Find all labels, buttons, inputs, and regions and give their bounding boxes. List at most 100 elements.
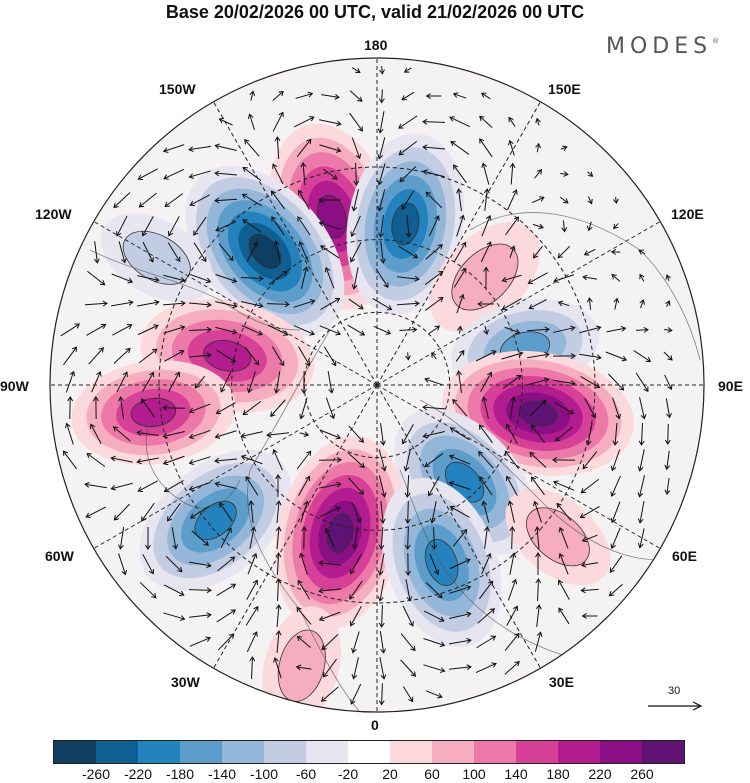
- wind-vector-345: [501, 274, 522, 283]
- wind-vector-179: [319, 119, 342, 127]
- wind-vector-101: [214, 457, 238, 464]
- wind-vector-341: [509, 162, 516, 185]
- wind-vector-197: [318, 587, 341, 594]
- wind-vector-431: [610, 501, 621, 524]
- wind-vector-120: [246, 371, 256, 394]
- wind-vector-428: [612, 422, 619, 446]
- wind-vector-28: [110, 482, 133, 491]
- wind-vector-121: [242, 400, 262, 416]
- wind-vector-99: [215, 402, 236, 415]
- colorbar-tick-label: 180: [546, 766, 570, 782]
- wind-vector-228: [377, 163, 386, 186]
- wind-vector-61: [162, 455, 185, 466]
- wind-vector-260: [404, 474, 411, 498]
- wind-vector-348: [501, 351, 524, 360]
- lon-label-0: 0: [371, 717, 379, 733]
- wind-vector-300: [453, 267, 467, 288]
- wind-vector-237: [378, 475, 387, 498]
- wind-vector-269: [425, 93, 442, 99]
- wind-vector-387: [553, 274, 575, 283]
- wind-vector-337: [476, 635, 497, 649]
- wind-vector-356: [509, 552, 517, 575]
- wind-vector-97: [216, 349, 237, 363]
- lon-label-150e: 150E: [548, 81, 581, 97]
- wind-vector-56: [163, 325, 186, 334]
- wind-vector-404: [583, 248, 596, 256]
- wind-vector-130: [246, 631, 258, 653]
- wind-vector-229: [377, 189, 386, 212]
- wind-vector-65: [165, 555, 183, 573]
- colorbar-swatch-3: [180, 741, 222, 763]
- wind-vector-235: [380, 423, 386, 446]
- wind-vector-43: [136, 457, 159, 465]
- wind-vector-271: [422, 144, 445, 151]
- wind-vector-115: [246, 241, 258, 262]
- wind-vector-417: [580, 587, 599, 594]
- wind-vector-166: [301, 370, 307, 394]
- wind-vector-350: [509, 396, 516, 419]
- wind-vector-13: [90, 423, 102, 444]
- wind-vector-240: [377, 553, 385, 576]
- wind-vector-180: [319, 144, 342, 153]
- wind-vector-322: [480, 241, 492, 263]
- wind-vector-109: [249, 90, 256, 101]
- wind-vector-397: [558, 526, 569, 549]
- meridian-210: [213, 101, 378, 386]
- wind-vector-160: [297, 216, 311, 236]
- wind-vector-413: [580, 478, 600, 494]
- wind-vector-59: [162, 404, 186, 411]
- wind-vector-390: [552, 352, 576, 359]
- wind-vector-414: [579, 506, 600, 519]
- wind-vector-305: [452, 398, 468, 417]
- wind-vector-162: [300, 266, 309, 289]
- wind-vector-336: [477, 608, 496, 624]
- wind-vector-382: [560, 145, 568, 151]
- wind-vector-138: [273, 240, 281, 263]
- wind-vector-217: [352, 527, 358, 550]
- wind-vector-441: [639, 397, 647, 420]
- wind-vector-306: [449, 427, 470, 441]
- wind-vector-106: [216, 583, 237, 597]
- wind-vector-303: [455, 349, 465, 362]
- wind-vector-247: [401, 91, 415, 101]
- wind-vector-47: [142, 554, 155, 575]
- wind-vector-0: [60, 323, 81, 337]
- wind-vector-275: [425, 244, 443, 260]
- wind-vector-57: [164, 349, 185, 362]
- wind-vector-346: [501, 298, 522, 311]
- wind-vector-280: [424, 377, 444, 386]
- wind-vector-98: [220, 371, 232, 393]
- wind-vector-40: [142, 371, 155, 392]
- wind-vector-323: [483, 266, 489, 289]
- wind-vector-200: [322, 658, 337, 678]
- wind-vector-159: [297, 189, 310, 210]
- wind-vector-451: [664, 374, 673, 391]
- wind-vector-8: [84, 300, 108, 307]
- wind-vector-282: [422, 431, 445, 439]
- wind-vector-201: [320, 686, 339, 702]
- wind-vector-12: [92, 396, 99, 420]
- anomaly-center-5: [71, 360, 236, 465]
- wind-vector-183: [318, 221, 341, 230]
- wind-vector-388: [557, 300, 570, 307]
- wind-vector-128: [246, 579, 259, 600]
- lon-label-60e: 60E: [672, 548, 697, 564]
- wind-vector-375: [530, 476, 545, 496]
- wind-vector-408: [579, 353, 602, 361]
- coastline-5: [145, 419, 241, 509]
- wind-vector-48: [139, 581, 157, 599]
- wind-vector-433: [609, 555, 623, 573]
- wind-vector-443: [637, 449, 645, 472]
- wind-vector-55: [162, 300, 186, 307]
- colorbar-swatch-4: [222, 741, 264, 763]
- wind-vector-403: [586, 221, 593, 232]
- meridian-240: [93, 221, 378, 386]
- wind-vector-376: [532, 500, 542, 523]
- wind-vector-92: [215, 220, 237, 232]
- wind-vector-288: [425, 582, 443, 599]
- wind-vector-420: [613, 223, 619, 230]
- colorbar-tick-label: -20: [337, 766, 359, 782]
- wind-vector-286: [431, 526, 438, 550]
- wind-vector-122: [240, 431, 263, 439]
- wind-vector-14: [86, 452, 106, 467]
